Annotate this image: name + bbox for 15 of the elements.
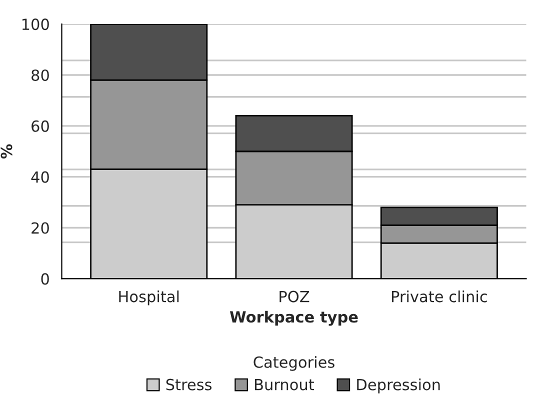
legend-label: Stress [166,378,212,390]
x-tick-label: Private clinic [392,290,487,302]
y-tick-label: 80 [32,69,49,82]
legend-label: Depression [357,378,440,394]
x-tick-label: Hospital [119,290,179,306]
legend-title: Categories [254,356,334,371]
y-tick-label: 60 [32,120,49,132]
y-axis-title: % [0,144,12,159]
legend-label: Burnout [255,379,314,390]
y-tick-label: 100 [22,18,49,30]
y-tick-label: 0 [41,273,49,285]
y-tick-label: 40 [31,171,49,183]
y-tick-label: 20 [32,222,49,234]
x-tick-label: POZ [280,290,310,302]
x-axis-title: Workpace type [230,310,358,326]
